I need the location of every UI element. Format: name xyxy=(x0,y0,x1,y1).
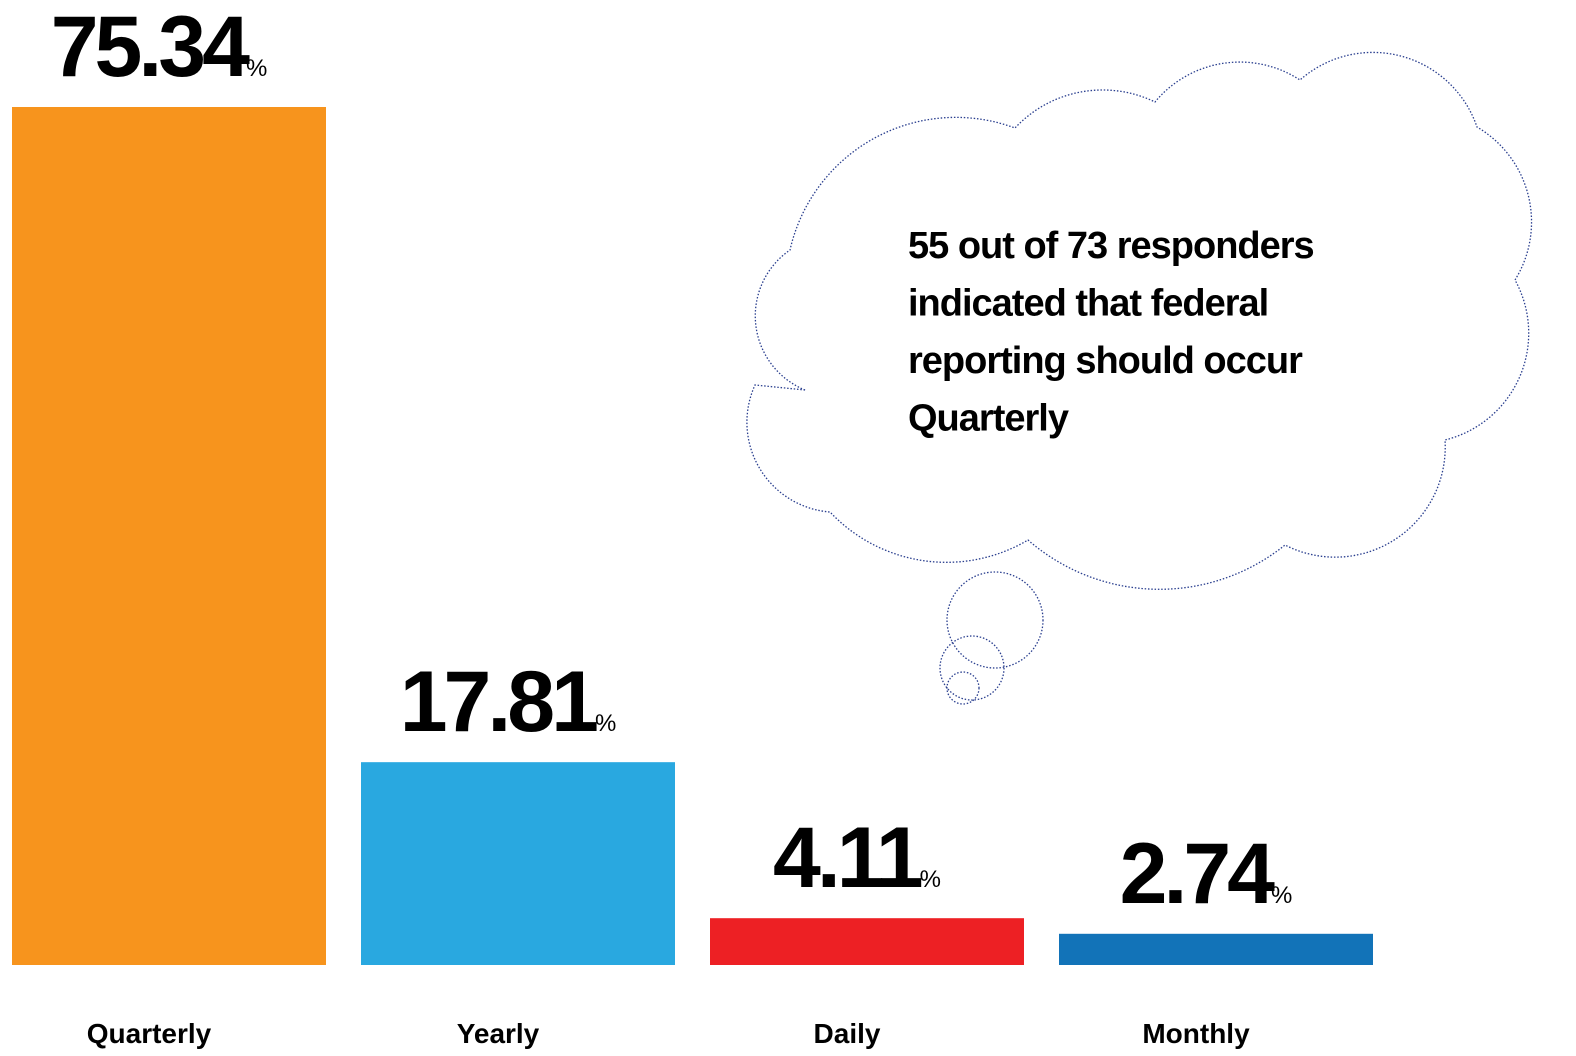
thought-bubble xyxy=(939,635,1005,701)
annotation: indicated that federal xyxy=(908,283,1268,325)
value-label: 2.74% xyxy=(1120,826,1293,922)
annotation: 55 out of 73 responders xyxy=(908,225,1314,267)
x-tick-label: Quarterly xyxy=(87,1018,212,1049)
value-unit: % xyxy=(595,710,616,737)
value-number: 75.34 xyxy=(51,0,250,95)
value-number: 4.11 xyxy=(773,810,922,906)
bar xyxy=(12,107,326,965)
value-number: 17.81 xyxy=(400,654,597,750)
value-label: 4.11% xyxy=(773,810,941,906)
bar xyxy=(710,918,1024,965)
value-label: 75.34% xyxy=(51,0,268,95)
bar xyxy=(361,762,675,965)
value-number: 2.74 xyxy=(1120,826,1276,922)
value-unit: % xyxy=(920,866,941,893)
annotation: reporting should occur xyxy=(908,340,1303,382)
thought-bubble xyxy=(946,571,1044,669)
annotation: Quarterly xyxy=(908,398,1069,440)
thought-cloud xyxy=(746,51,1533,705)
x-tick-label: Yearly xyxy=(457,1018,540,1049)
thought-bubble xyxy=(946,671,980,705)
value-unit: % xyxy=(1271,882,1292,909)
value-unit: % xyxy=(246,55,267,82)
x-tick-label: Monthly xyxy=(1142,1018,1250,1049)
x-tick-label: Daily xyxy=(814,1018,881,1049)
bar xyxy=(1059,933,1373,965)
value-label: 17.81% xyxy=(400,654,617,750)
